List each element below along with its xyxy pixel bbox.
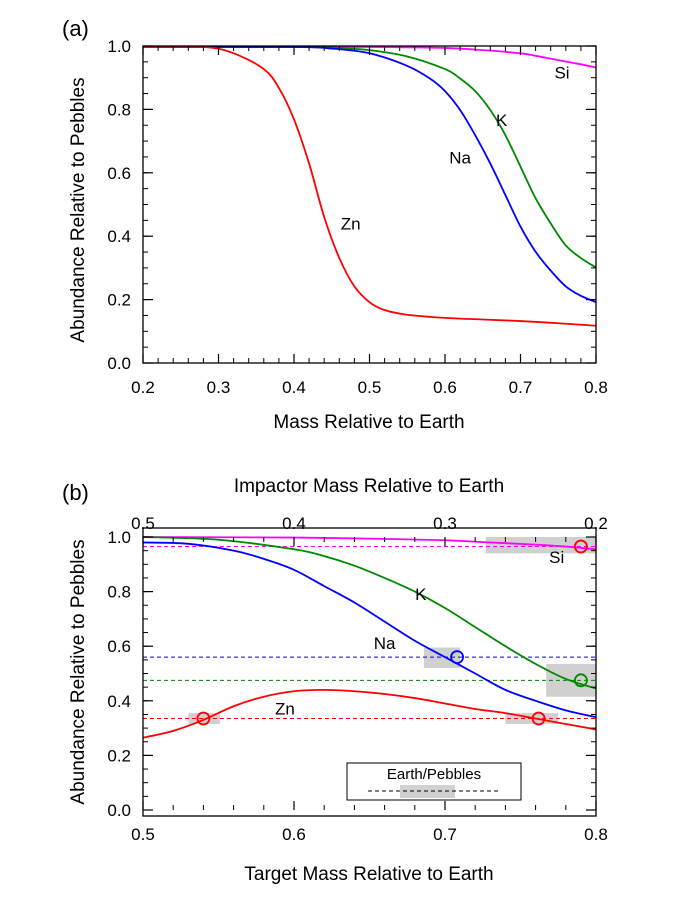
panel-b-match-marker-k [574, 673, 588, 688]
panel-a-curve-label-si: Si [554, 64, 569, 83]
panel-a-x-tick-label: 0.4 [282, 378, 306, 397]
panel-b-series-na-line [143, 541, 596, 719]
panel-b-y-tick-label: 0.0 [107, 801, 131, 820]
panel-b-series-si-line [143, 536, 596, 551]
panel-a-x-tick-label: 0.5 [358, 378, 382, 397]
panel-b-uncertainty-box-na [423, 647, 461, 669]
panel-b-top-tick-label: 0.5 [131, 514, 155, 533]
legend: Earth/Pebbles [346, 762, 522, 801]
panel-a-x-tick-label: 0.7 [509, 378, 533, 397]
panel-b-top-tick-label: 0.3 [433, 514, 457, 533]
panel-b-curve-label-zn: Zn [275, 699, 295, 718]
panel-a-label: (a) [62, 16, 89, 41]
panel-b-curve-label-na: Na [374, 634, 396, 653]
panel-b-curve-label-k: K [415, 585, 427, 604]
panel-b-x-tick-label: 0.5 [131, 825, 155, 844]
panel-b-y-tick-label: 0.8 [107, 583, 131, 602]
panel-a-y-tick-label: 0.4 [107, 227, 131, 246]
panel-b-top-tick-label: 0.4 [282, 514, 306, 533]
panel-b-x-axis-title: Target Mass Relative to Earth [244, 864, 493, 885]
panel-a-y-tick-label: 1.0 [107, 37, 131, 56]
panel-b-top-axis-title: Impactor Mass Relative to Earth [234, 476, 504, 497]
panel-a-y-tick-label: 0.2 [107, 291, 131, 310]
panel-b-match-marker-si [574, 539, 588, 554]
panel-a-series-k-line [143, 46, 596, 269]
panel-b-match-marker-na [450, 650, 464, 665]
panel-b-y-tick-label: 1.0 [107, 528, 131, 547]
panel-a-curve-label-na: Na [449, 149, 471, 168]
panel-a-y-tick-label: 0.8 [107, 100, 131, 119]
panel-a-x-tick-label: 0.6 [433, 378, 457, 397]
panel-a-y-tick-label: 0.0 [107, 354, 131, 373]
panel-a-y-axis-title: Abundance Relative to Pebbles [68, 77, 89, 342]
panel-b: (b) Impactor Mass Relative to Earth Si K N… [62, 476, 608, 885]
panel-a-x-tick-label: 0.8 [584, 378, 608, 397]
panel-b-match-marker-zn [531, 711, 546, 726]
panel-a-curve-label-k: K [496, 111, 508, 130]
panel-a-series-na-line [143, 46, 596, 303]
panel-a-x-tick-label: 0.2 [131, 378, 155, 397]
panel-a-series-zn-line [143, 46, 596, 327]
panel-a-x-axis-title: Mass Relative to Earth [273, 412, 464, 433]
panel-a-frame [142, 45, 597, 364]
panel-b-y-tick-label: 0.6 [107, 637, 131, 656]
panel-b-curve-label-si: Si [549, 548, 564, 567]
panel-b-series-zn-line [143, 688, 596, 739]
panel-b-label: (b) [62, 480, 89, 505]
panel-b-frame [142, 527, 597, 817]
panel-b-y-axis-title: Abundance Relative to Pebbles [68, 539, 89, 804]
panel-b-x-tick-label: 0.8 [584, 825, 608, 844]
panel-a-curve-label-zn: Zn [341, 215, 361, 234]
panel-b-y-tick-label: 0.2 [107, 746, 131, 765]
legend-title: Earth/Pebbles [387, 766, 481, 783]
panel-a-y-tick-label: 0.6 [107, 164, 131, 183]
panel-b-series-k-line [143, 536, 596, 690]
panel-a-x-tick-label: 0.3 [207, 378, 231, 397]
panel-b-y-tick-label: 0.4 [107, 692, 131, 711]
panel-b-x-tick-label: 0.6 [282, 825, 306, 844]
panel-b-x-tick-label: 0.7 [433, 825, 457, 844]
panel-b-match-marker-zn [196, 711, 211, 726]
panel-b-top-tick-label: 0.2 [584, 514, 608, 533]
panel-b-uncertainty-box-zn [188, 713, 221, 725]
